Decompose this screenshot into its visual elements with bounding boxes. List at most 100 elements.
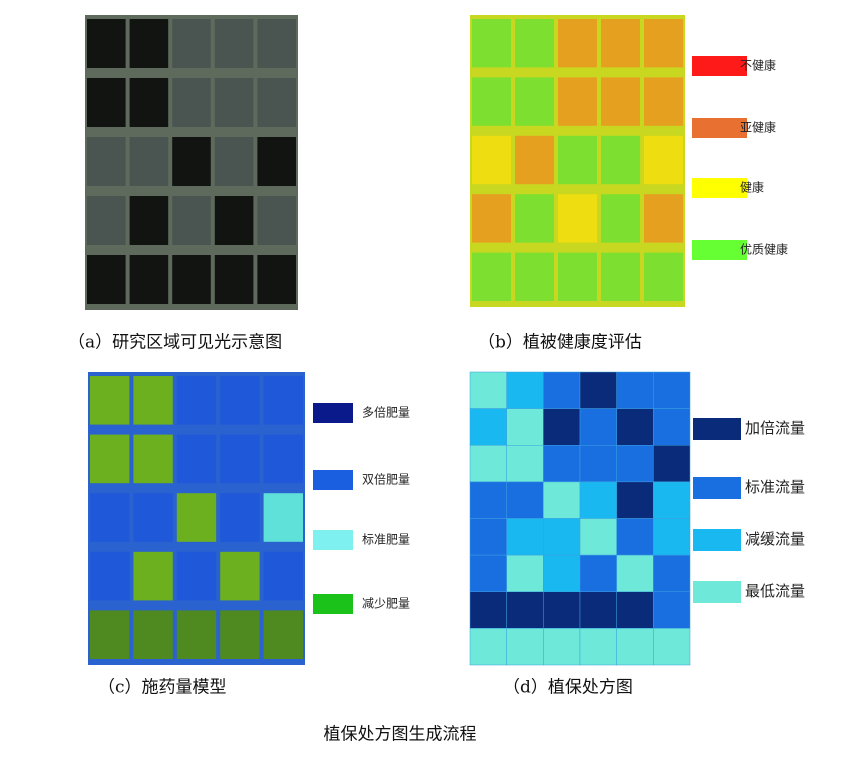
- prescription-cell: [616, 518, 654, 556]
- health-image-plot: [472, 77, 511, 126]
- prescription-cell: [616, 408, 654, 446]
- legend-swatch: [692, 178, 747, 198]
- visible-image-plot: [87, 255, 126, 304]
- health-image-plot: [558, 252, 597, 301]
- legend-label: 多倍肥量: [362, 405, 410, 420]
- visible-image-plot: [172, 196, 211, 245]
- legend-label: 亚健康: [740, 120, 776, 135]
- dose-image-plot: [90, 551, 130, 601]
- prescription-cell: [616, 628, 654, 666]
- health-image-plot: [644, 135, 683, 185]
- dose-image-plot: [263, 551, 303, 601]
- prescription-cell: [543, 591, 581, 629]
- visible-image-plot: [214, 137, 254, 186]
- visible-image-plot: [87, 196, 126, 245]
- dose-image-plot: [176, 551, 217, 601]
- prescription-cell: [579, 408, 617, 446]
- visible-image-plot: [129, 196, 169, 245]
- prescription-cell: [469, 445, 507, 483]
- legend-swatch: [313, 403, 353, 423]
- prescription-cell: [579, 518, 617, 556]
- legend-swatch: [692, 56, 747, 76]
- dose-image-plot: [133, 376, 173, 425]
- visible-image-plot: [257, 78, 296, 127]
- visible-image-plot: [257, 137, 296, 186]
- figure-caption: 植保处方图生成流程: [324, 725, 477, 745]
- dose-image-plot: [263, 434, 303, 484]
- health-image-plot: [515, 252, 554, 301]
- prescription-cell: [469, 554, 507, 592]
- visible-image-plot: [87, 78, 126, 127]
- prescription-cell: [543, 481, 581, 519]
- dose-image-plot: [220, 434, 260, 484]
- legend-label: 健康: [740, 180, 764, 195]
- dose-image-plot: [133, 610, 173, 659]
- prescription-cell: [616, 554, 654, 592]
- dose-image-plot: [176, 493, 217, 542]
- legend-label: 不健康: [740, 58, 776, 73]
- prescription-cell: [543, 371, 581, 409]
- prescription-cell: [616, 591, 654, 629]
- prescription-cell: [506, 518, 544, 556]
- dose-image-plot: [263, 610, 303, 659]
- health-image-plot: [515, 77, 554, 126]
- health-image-plot: [472, 252, 511, 301]
- dose-image-plot: [220, 376, 260, 425]
- dose-image-plot: [220, 551, 260, 601]
- prescription-cell: [543, 408, 581, 446]
- legend-label: 优质健康: [740, 242, 788, 257]
- prescription-cell: [506, 628, 544, 666]
- dose-image-plot: [90, 610, 130, 659]
- legend-swatch: [693, 529, 741, 551]
- prescription-cell: [506, 371, 544, 409]
- dose-image-plot: [176, 376, 217, 425]
- legend-swatch: [693, 477, 741, 499]
- prescription-cell: [469, 591, 507, 629]
- health-image-plot: [644, 19, 683, 68]
- prescription-cell: [506, 481, 544, 519]
- prescription-cell: [543, 554, 581, 592]
- legend-swatch: [693, 581, 741, 603]
- visible-image-plot: [214, 196, 254, 245]
- prescription-cell: [506, 591, 544, 629]
- prescription-cell: [469, 481, 507, 519]
- legend-swatch: [692, 118, 747, 138]
- health-image-plot: [515, 135, 554, 185]
- visible-image-plot: [257, 196, 296, 245]
- prescription-cell: [469, 518, 507, 556]
- prescription-cell: [653, 591, 691, 629]
- legend-swatch: [313, 530, 353, 550]
- prescription-cell: [579, 591, 617, 629]
- legend-swatch: [313, 594, 353, 614]
- dose-image-plot: [176, 434, 217, 484]
- prescription-cell: [506, 445, 544, 483]
- legend-swatch: [693, 418, 741, 440]
- legend-label: 标准流量: [745, 478, 805, 496]
- prescription-cell: [469, 628, 507, 666]
- caption-b: （b）植被健康度评估: [478, 333, 642, 353]
- dose-image-plot: [263, 493, 303, 542]
- health-image-plot: [515, 19, 554, 68]
- prescription-cell: [579, 371, 617, 409]
- visible-image-plot: [214, 19, 254, 68]
- dose-image-plot: [90, 493, 130, 542]
- health-image-plot: [644, 252, 683, 301]
- prescription-cell: [579, 628, 617, 666]
- prescription-cell: [653, 628, 691, 666]
- prescription-cell: [653, 518, 691, 556]
- visible-image-plot: [129, 137, 169, 186]
- visible-image-plot: [172, 78, 211, 127]
- legend-swatch: [692, 240, 747, 260]
- prescription-cell: [653, 371, 691, 409]
- prescription-cell: [543, 518, 581, 556]
- visible-image-plot: [257, 255, 296, 304]
- dose-image-plot: [220, 610, 260, 659]
- dose-image-plot: [133, 493, 173, 542]
- health-image-plot: [558, 135, 597, 185]
- prescription-cell: [579, 554, 617, 592]
- health-image-plot: [601, 77, 640, 126]
- prescription-cell: [506, 408, 544, 446]
- dose-image-plot: [90, 434, 130, 484]
- prescription-cell: [653, 554, 691, 592]
